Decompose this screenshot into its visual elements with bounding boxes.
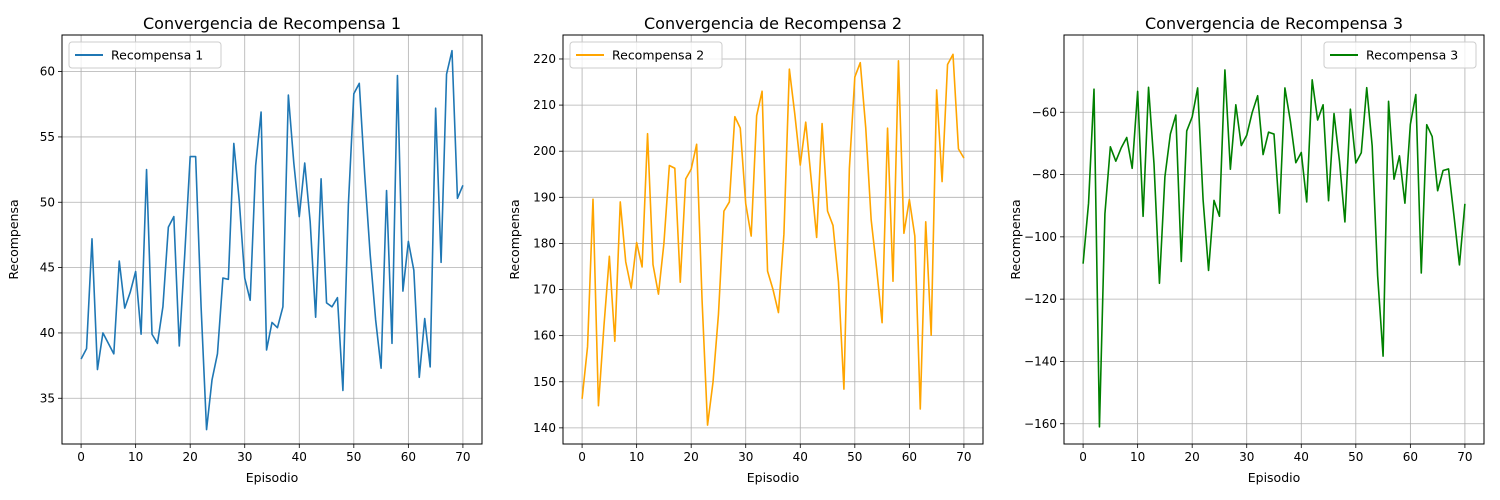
legend-label: Recompensa 1 [111, 48, 203, 63]
x-tick-label: 20 [1185, 450, 1200, 464]
chart-panel-2: 0 10 20 30 40 50 60 70 140 150 160 170 180 190 200 210… [507, 14, 984, 485]
y-axis-ticks: −160 −140 −120 −100 −80 −60 [1024, 105, 1064, 431]
x-tick-label: 10 [1130, 450, 1145, 464]
plot-area [581, 53, 965, 426]
y-tick-label: 45 [40, 261, 55, 275]
series-line-2 [581, 53, 965, 426]
legend-box [1323, 41, 1477, 69]
x-tick-label: 60 [902, 450, 917, 464]
legend-box [68, 41, 222, 69]
y-tick-label: 180 [533, 236, 556, 250]
legend: Recompensa 1 [68, 41, 222, 69]
y-tick-label: −100 [1024, 230, 1057, 244]
chart-title: Convergencia de Recompensa 1 [143, 14, 401, 33]
grid-lines [1064, 35, 1484, 444]
y-tick-label: 50 [40, 195, 55, 209]
series-line-3 [1082, 69, 1466, 428]
x-tick-label: 0 [578, 450, 586, 464]
x-tick-label: 20 [183, 450, 198, 464]
y-tick-label: 140 [533, 421, 556, 435]
x-tick-label: 50 [1348, 450, 1363, 464]
chart-panel-1: 0 10 20 30 40 50 60 70 35 40 45 50 55 60 Convergenci… [6, 14, 483, 485]
y-tick-label: 60 [40, 65, 55, 79]
x-tick-label: 50 [847, 450, 862, 464]
y-axis-ticks: 35 40 45 50 55 60 [40, 65, 62, 405]
x-tick-label: 40 [292, 450, 307, 464]
y-tick-label: −140 [1024, 354, 1057, 368]
x-tick-label: 70 [956, 450, 971, 464]
y-tick-label: −160 [1024, 417, 1057, 431]
axes-frame [562, 34, 984, 445]
series-line-1 [80, 49, 464, 431]
legend: Recompensa 3 [1323, 41, 1477, 69]
x-axis-ticks: 0 10 20 30 40 50 60 70 [578, 444, 972, 464]
x-axis-label: Episodio [747, 470, 800, 485]
y-axis-label: Recompensa [6, 199, 21, 279]
axes-frame [1063, 34, 1485, 445]
x-tick-label: 30 [1239, 450, 1254, 464]
legend-label: Recompensa 3 [1366, 48, 1458, 63]
axes-frame [61, 34, 483, 445]
x-tick-label: 30 [237, 450, 252, 464]
y-tick-label: 220 [533, 52, 556, 66]
x-tick-label: 50 [346, 450, 361, 464]
chart-panel-3: 0 10 20 30 40 50 60 70 −160 −140 −120 −100 −80 −60 C… [1008, 14, 1485, 485]
x-tick-label: 40 [1294, 450, 1309, 464]
x-tick-label: 10 [629, 450, 644, 464]
x-tick-label: 60 [401, 450, 416, 464]
x-tick-label: 30 [738, 450, 753, 464]
plot-area [80, 49, 464, 431]
y-tick-label: −60 [1032, 105, 1057, 119]
legend: Recompensa 2 [569, 41, 723, 69]
chart-title: Convergencia de Recompensa 3 [1145, 14, 1403, 33]
x-axis-label: Episodio [246, 470, 299, 485]
y-tick-label: 190 [533, 190, 556, 204]
x-tick-label: 70 [455, 450, 470, 464]
x-tick-label: 10 [128, 450, 143, 464]
y-tick-label: −120 [1024, 292, 1057, 306]
x-tick-label: 40 [793, 450, 808, 464]
x-tick-label: 0 [1079, 450, 1087, 464]
x-tick-label: 0 [77, 450, 85, 464]
y-axis-ticks: 140 150 160 170 180 190 200 210 220 [533, 52, 563, 435]
y-tick-label: −80 [1032, 168, 1057, 182]
x-tick-label: 70 [1457, 450, 1472, 464]
x-axis-ticks: 0 10 20 30 40 50 60 70 [1079, 444, 1473, 464]
x-tick-label: 20 [684, 450, 699, 464]
legend-box [569, 41, 723, 69]
y-tick-label: 160 [533, 329, 556, 343]
y-tick-label: 40 [40, 326, 55, 340]
plot-area [1082, 69, 1466, 428]
y-tick-label: 35 [40, 391, 55, 405]
y-tick-label: 150 [533, 375, 556, 389]
y-tick-label: 55 [40, 130, 55, 144]
y-tick-label: 210 [533, 98, 556, 112]
y-axis-label: Recompensa [1008, 199, 1023, 279]
y-tick-label: 170 [533, 283, 556, 297]
x-axis-ticks: 0 10 20 30 40 50 60 70 [77, 444, 471, 464]
x-axis-label: Episodio [1248, 470, 1301, 485]
y-tick-label: 200 [533, 144, 556, 158]
y-axis-label: Recompensa [507, 199, 522, 279]
chart-title: Convergencia de Recompensa 2 [644, 14, 902, 33]
legend-label: Recompensa 2 [612, 48, 704, 63]
x-tick-label: 60 [1403, 450, 1418, 464]
